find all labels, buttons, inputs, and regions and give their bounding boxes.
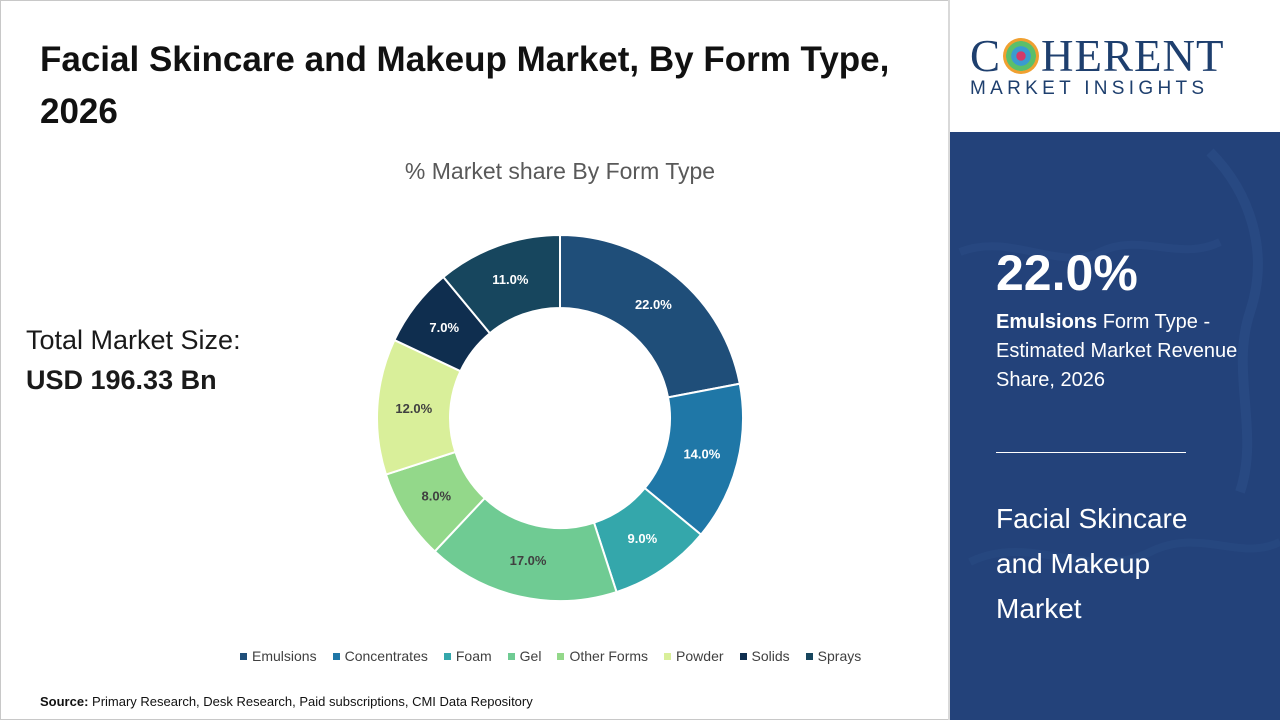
legend-label: Solids [751,648,790,664]
market-name: Facial Skincare and Makeup Market [996,503,1188,624]
legend-swatch [557,652,565,660]
legend-label: Sprays [817,648,862,664]
donut-slice-sprays [441,233,561,335]
highlight-panel: 22.0% Emulsions Form Type - Estimated Ma… [950,132,1280,720]
highlight-value: 22.0% [996,245,1138,301]
data-label-solids: 7.0% [429,320,459,335]
total-market-size-value: USD 196.33 Bn [26,365,217,395]
legend-item-gel: Gel [507,648,542,664]
legend-label: Other Forms [569,648,649,664]
legend-swatch [443,652,451,660]
data-label-gel: 17.0% [510,553,547,568]
logo-letter-c: C [970,31,1002,81]
panel-divider [996,452,1186,453]
logo-globe-icon [1003,38,1040,74]
legend-label: Foam [455,648,492,664]
donut-chart: 22.0% 14.0% 9.0% 17.0% 8.0% 12.0% 7.0% 11.0% [376,233,744,602]
data-label-concentrates: 14.0% [683,446,720,461]
legend-swatch [332,652,340,660]
chart-area: Facial Skincare and Makeup Market, By Fo… [26,40,890,709]
map-background-icon [958,148,1280,566]
data-label-emulsions: 22.0% [635,297,672,312]
data-label-sprays: 11.0% [492,272,529,287]
legend-item-other-forms: Other Forms [557,648,648,664]
legend-item-powder: Powder [664,648,724,664]
legend-item-foam: Foam [443,648,492,664]
legend-swatch [805,652,813,660]
highlight-segment: Emulsions [996,311,1098,333]
side-panel: C HERENT MARKET INSIGHTS 22.0% Emulsions… [950,0,1280,720]
divider [948,0,950,720]
source-note: Source: Primary Research, Desk Research,… [40,694,533,709]
logo-letters-herent: HERENT [1041,31,1225,81]
legend-item-concentrates: Concentrates [332,648,428,664]
legend-label: Emulsions [252,648,317,664]
highlight-description: Emulsions Form Type - Estimated Market R… [996,308,1256,395]
legend-label: Concentrates [344,648,428,664]
legend-swatch [240,652,247,660]
highlight-description-text: Form Type - Estimated Market Revenue Sha… [996,311,1238,391]
legend-item-sprays: Sprays [805,648,862,664]
legend-item-emulsions: Emulsions [240,648,317,664]
legend-swatch [664,652,672,660]
source-label: Source: [40,694,89,709]
total-market-size-label: Total Market Size: [26,325,241,355]
data-label-foam: 9.0% [628,531,658,546]
legend-item-solids: Solids [739,648,790,664]
page-title: Facial Skincare and Makeup Market, By Fo… [40,40,890,131]
legend-swatch [739,652,747,660]
data-label-other-forms: 8.0% [421,488,451,503]
legend-label: Gel [519,648,542,664]
data-label-powder: 12.0% [395,401,432,416]
legend-swatch [507,652,515,660]
source-text: Primary Research, Desk Research, Paid su… [92,694,533,709]
legend-label: Powder [676,648,724,664]
logo-subtitle: MARKET INSIGHTS [970,78,1209,99]
chart-legend: Emulsions Concentrates Foam Gel Other Forms P… [240,648,861,664]
logo-wordmark: C HERENT [970,30,1225,82]
donut-slice-emulsions [559,233,741,399]
company-logo: C HERENT MARKET INSIGHTS [950,0,1280,132]
chart-title: % Market share By Form Type [404,158,716,184]
